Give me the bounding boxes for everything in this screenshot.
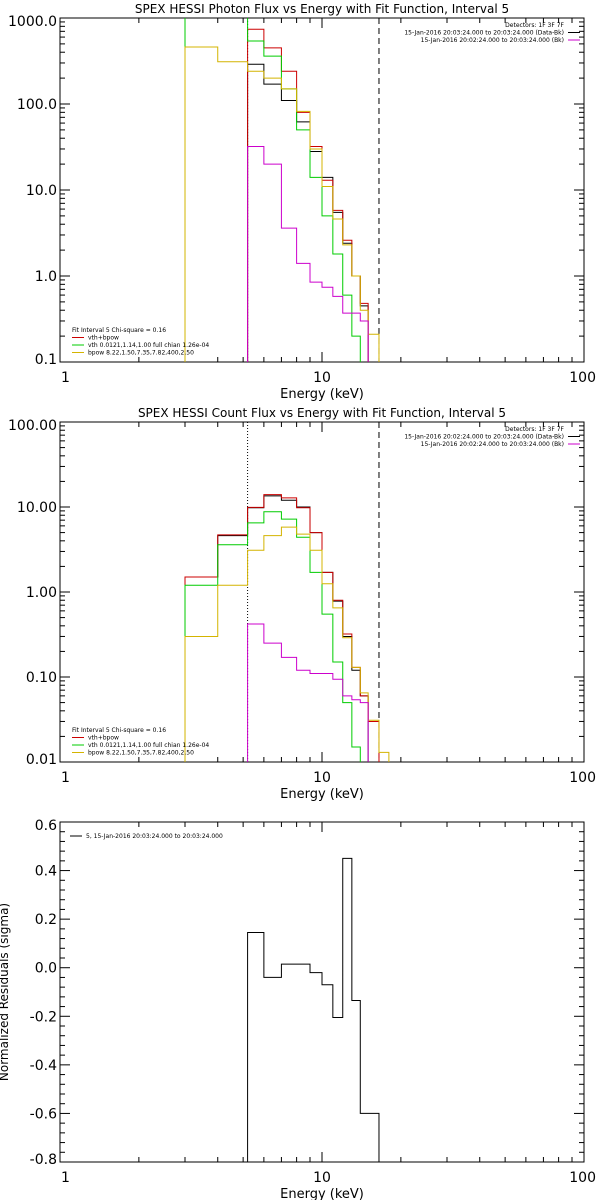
x-tick-label: 100 xyxy=(569,770,596,786)
chart-title: SPEX HESSI Count Flux vs Energy with Fit… xyxy=(138,406,506,420)
series-bk xyxy=(247,623,380,762)
x-axis-label: Energy (keV) xyxy=(280,1187,364,1200)
y-tick-label: 1000.0 xyxy=(8,14,57,30)
chart-title: SPEX HESSI Photon Flux vs Energy with Fi… xyxy=(135,2,509,16)
x-tick-label: 10 xyxy=(313,770,331,786)
y-tick-label: -0.4 xyxy=(30,1058,57,1074)
x-tick-label: 1 xyxy=(61,1170,70,1186)
x-tick-label: 1 xyxy=(61,770,70,786)
series-vth xyxy=(184,18,369,362)
legend-text: vth+bpow xyxy=(88,735,119,742)
x-tick-label: 1 xyxy=(61,370,70,386)
y-tick-label: 1.0 xyxy=(35,269,57,285)
y-tick-label: 0.1 xyxy=(35,352,57,368)
legend-text: Fit Interval 5 Chi-square = 0.16 xyxy=(72,727,166,734)
y-tick-label: 0.2 xyxy=(35,912,57,928)
y-tick-label: 0.01 xyxy=(26,752,57,768)
series-total xyxy=(184,494,380,762)
legend-text: Detectors: 1F 3F 7F xyxy=(505,22,564,29)
y-tick-label: 0.4 xyxy=(35,864,57,880)
legend-text: 15-Jan-2016 20:03:24.000 to 20:03:24.000… xyxy=(404,30,564,37)
legend-text: 15-Jan-2016 20:02:24.000 to 20:03:24.000… xyxy=(404,434,564,441)
legend-text: vth 0.0121,1.14,1.00 full chian 1.26e-04 xyxy=(88,742,209,749)
legend-text: Detectors: 1F 3F 7F xyxy=(505,426,564,433)
y-tick-label: -0.2 xyxy=(30,1009,57,1025)
y-tick-label: 100.00 xyxy=(8,418,57,434)
legend-text: bpow 8.22,1.50,7.35,7.82,400,2.50 xyxy=(88,750,194,757)
chart-residuals: Energy (keV) Normalized Residuals (sigma… xyxy=(0,818,596,1202)
legend-text: 5, 15-Jan-2016 20:03:24.000 to 20:03:24.… xyxy=(86,833,223,840)
y-tick-label: 0.6 xyxy=(35,818,57,834)
y-tick-label: 100.0 xyxy=(17,97,57,113)
y-tick-label: 10.00 xyxy=(17,500,57,516)
legend-text: 15-Jan-2016 20:02:24.000 to 20:03:24.000… xyxy=(421,441,564,448)
series-vth xyxy=(184,511,361,762)
plot-frame xyxy=(59,821,585,1163)
y-tick-label: -0.8 xyxy=(30,1152,57,1168)
legend-text: vth+bpow xyxy=(88,335,119,342)
y-tick-label: 0.10 xyxy=(26,670,57,686)
x-tick-label: 100 xyxy=(569,370,596,386)
x-axis-label: Energy (keV) xyxy=(280,787,364,802)
series-bk xyxy=(247,146,380,362)
x-tick-label: 100 xyxy=(569,1170,596,1186)
series-bpow xyxy=(184,46,390,362)
series-resid xyxy=(247,857,380,1162)
legend-text: vth 0.0121,1.14,1.00 full chian 1.26e-04 xyxy=(88,342,209,349)
chart-photon-flux: SPEX HESSI Photon Flux vs Energy with Fi… xyxy=(8,2,596,402)
x-axis-label: Energy (keV) xyxy=(280,387,364,402)
legend-text: 15-Jan-2016 20:02:24.000 to 20:03:24.000… xyxy=(421,37,564,44)
series-data xyxy=(247,63,369,362)
series-bpow xyxy=(184,526,390,762)
legend-text: bpow 8.22,1.50,7.35,7.82,400,2.50 xyxy=(88,350,194,357)
y-axis-label: Normalized Residuals (sigma) xyxy=(0,903,11,1081)
series-total xyxy=(247,28,369,362)
y-tick-label: 10.0 xyxy=(26,183,57,199)
y-tick-label: 0.0 xyxy=(35,961,57,977)
x-tick-label: 10 xyxy=(313,370,331,386)
chart-count-flux: SPEX HESSI Count Flux vs Energy with Fit… xyxy=(8,406,596,802)
x-tick-label: 10 xyxy=(313,1170,331,1186)
y-tick-label: 1.00 xyxy=(26,585,57,601)
y-tick-label: -0.6 xyxy=(30,1106,57,1122)
legend-text: Fit Interval 5 Chi-square = 0.16 xyxy=(72,327,166,334)
